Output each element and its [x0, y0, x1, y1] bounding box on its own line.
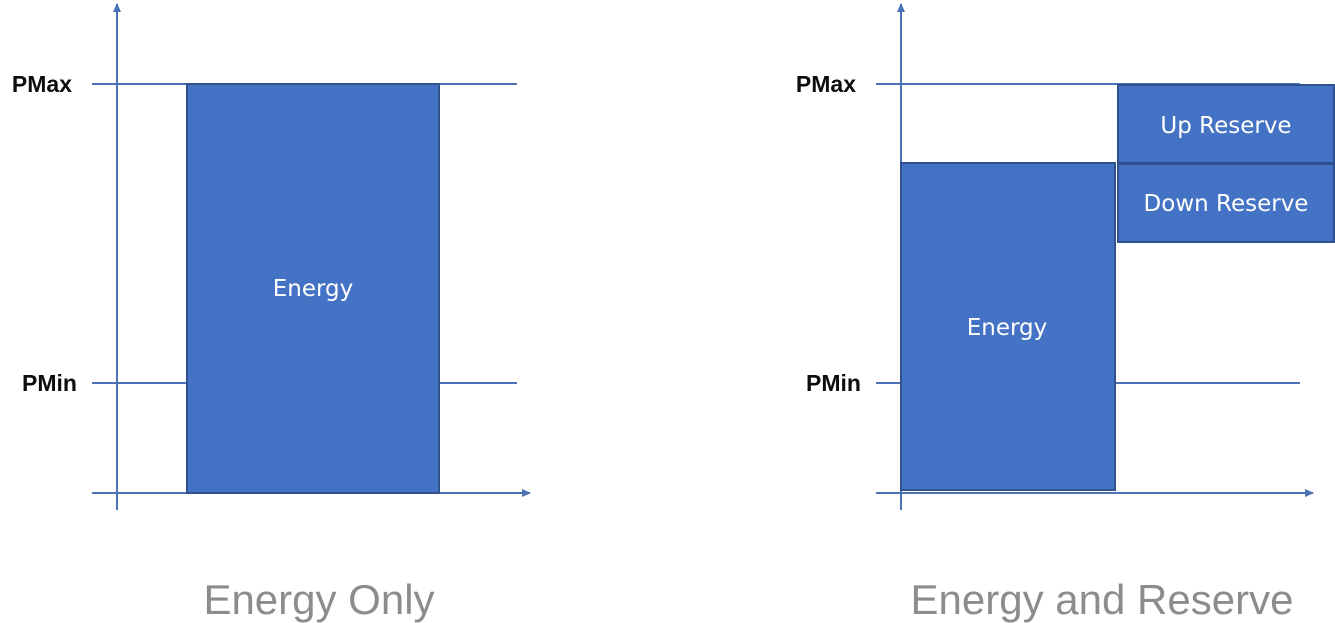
left-pmax-label: PMax [12, 71, 72, 97]
down-reserve-block [1117, 163, 1335, 243]
right-energy-block [900, 162, 1116, 491]
left-panel-caption: Energy Only [203, 576, 434, 623]
left-pmin-label: PMin [22, 370, 77, 396]
left-panel: PMax PMin Energy Energy Only [12, 3, 531, 623]
right-panel: PMax PMin Energy Up Reserve Down Reserve… [796, 3, 1335, 623]
right-panel-caption: Energy and Reserve [911, 576, 1294, 623]
up-reserve-block [1117, 84, 1335, 164]
up-reserve-label: Up Reserve [1160, 113, 1291, 139]
right-energy-label: Energy [967, 315, 1048, 341]
left-energy-block [186, 83, 440, 494]
down-reserve-label: Down Reserve [1144, 191, 1309, 217]
right-pmax-label: PMax [796, 71, 856, 97]
right-pmin-label: PMin [806, 370, 861, 396]
left-energy-label: Energy [273, 276, 354, 302]
